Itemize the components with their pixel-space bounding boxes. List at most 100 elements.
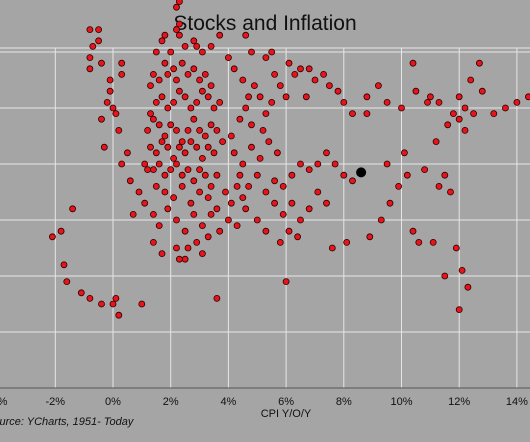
data-point <box>144 126 152 134</box>
data-point <box>196 166 204 174</box>
data-point <box>147 110 154 117</box>
data-point <box>470 110 478 117</box>
data-point <box>173 216 180 224</box>
data-point <box>167 121 175 129</box>
data-point <box>409 227 417 235</box>
data-point <box>412 87 420 95</box>
data-point <box>152 182 160 190</box>
data-point <box>415 238 423 246</box>
data-point <box>273 149 281 157</box>
data-point <box>207 182 215 190</box>
data-point <box>297 216 304 224</box>
data-point <box>126 177 134 185</box>
data-point <box>426 93 434 101</box>
data-point <box>478 87 486 95</box>
data-point <box>458 266 466 274</box>
data-point <box>432 138 440 146</box>
data-point <box>98 115 105 123</box>
source-note: Source: YCharts, 1951- Today <box>0 416 135 428</box>
x-tick-label: 14% <box>506 396 528 408</box>
data-point <box>285 227 293 235</box>
data-point <box>236 171 244 179</box>
data-point <box>429 238 437 246</box>
data-point <box>86 26 94 34</box>
data-point <box>170 99 178 106</box>
data-point <box>201 71 209 78</box>
data-point <box>49 233 56 241</box>
data-point <box>115 311 123 319</box>
data-point <box>155 222 163 230</box>
data-point <box>175 20 183 28</box>
x-tick-label: 2% <box>163 396 179 408</box>
data-point <box>178 171 186 179</box>
data-point <box>106 87 114 95</box>
data-point <box>256 154 264 162</box>
data-point <box>161 171 169 179</box>
data-point <box>112 294 120 302</box>
data-point <box>282 93 290 101</box>
data-point <box>409 59 417 67</box>
data-point <box>118 160 126 168</box>
data-point <box>363 110 371 117</box>
data-point <box>230 149 238 157</box>
data-point <box>271 199 279 207</box>
data-point <box>173 76 180 84</box>
data-point <box>152 99 160 106</box>
data-point <box>259 126 267 134</box>
x-tick-label: 0% <box>105 396 121 408</box>
data-point <box>288 199 296 207</box>
data-point <box>464 283 472 291</box>
data-point <box>198 48 206 56</box>
data-point <box>152 48 160 56</box>
x-tick-labels: -4% -2% 0% 2% 4% 6% 8% 10% 12% 14% <box>0 396 528 408</box>
data-point <box>276 82 284 89</box>
data-point <box>181 255 189 263</box>
data-point <box>340 99 348 106</box>
data-point <box>363 93 371 101</box>
data-point <box>475 59 483 67</box>
data-point <box>320 71 328 78</box>
data-point <box>349 110 356 117</box>
data-point <box>403 171 411 179</box>
data-point <box>181 149 189 157</box>
data-point <box>155 76 163 84</box>
data-point <box>395 182 403 190</box>
data-point <box>213 294 221 302</box>
data-point <box>147 143 154 151</box>
data-point <box>239 194 247 202</box>
data-point <box>447 188 454 196</box>
data-point <box>155 121 163 129</box>
data-point <box>248 121 255 129</box>
data-point <box>253 171 261 179</box>
data-point <box>271 177 279 185</box>
data-point <box>204 233 212 241</box>
data-point <box>158 37 166 45</box>
data-point <box>245 182 253 190</box>
data-point <box>331 160 339 168</box>
data-point <box>190 177 198 185</box>
data-point <box>467 76 475 84</box>
data-point <box>233 222 241 230</box>
data-point <box>98 300 105 308</box>
data-point <box>95 26 102 34</box>
data-point <box>95 37 102 45</box>
data-point <box>152 149 160 157</box>
data-point <box>141 160 149 168</box>
data-point <box>216 99 224 106</box>
data-point <box>176 0 183 5</box>
data-point <box>178 59 186 67</box>
data-point <box>265 138 273 146</box>
data-point <box>173 26 180 34</box>
data-point <box>224 216 232 224</box>
data-point <box>173 244 180 252</box>
data-point <box>383 99 391 106</box>
data-point <box>86 294 94 302</box>
data-point <box>187 199 195 207</box>
data-point <box>323 149 330 157</box>
data-point <box>302 93 310 101</box>
data-point <box>455 306 463 314</box>
data-point <box>103 99 111 106</box>
data-point <box>213 205 221 213</box>
data-point <box>305 205 313 213</box>
